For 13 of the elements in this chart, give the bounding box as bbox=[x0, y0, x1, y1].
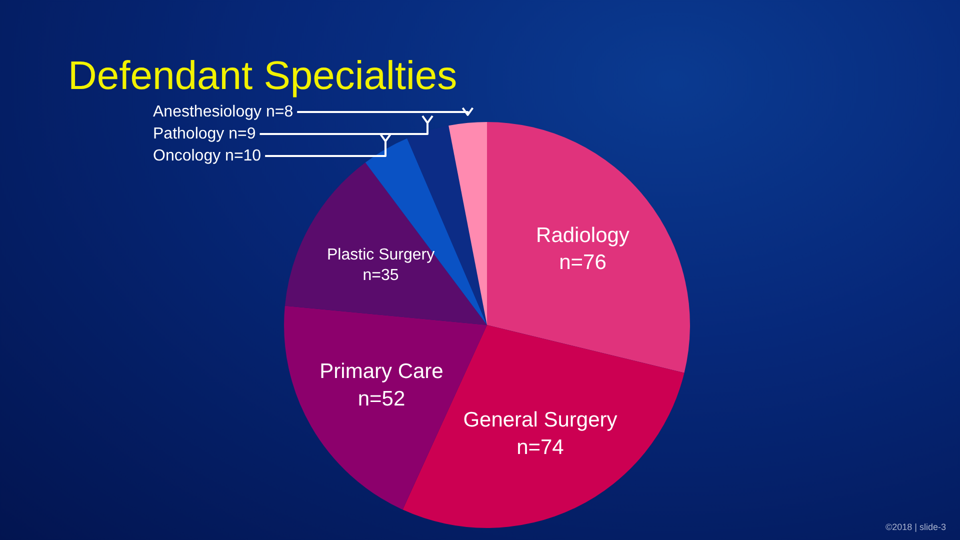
slice-label: Pathology n=9 bbox=[153, 125, 256, 142]
slice-label: Oncology n=10 bbox=[153, 147, 262, 164]
slice-label: Primary Care bbox=[320, 360, 444, 384]
data-label: n=52 bbox=[358, 387, 406, 410]
slice-label: Plastic Surgery bbox=[327, 246, 435, 264]
data-label: n=35 bbox=[362, 267, 399, 284]
chart-title: Defendant Specialties bbox=[68, 54, 458, 99]
slice-label: General Surgery bbox=[463, 408, 618, 432]
data-label: n=74 bbox=[516, 436, 564, 460]
data-label: n=76 bbox=[559, 251, 606, 274]
slice-label: Anesthesiology n=8 bbox=[153, 103, 294, 120]
text: ©2018 | slide-3 bbox=[885, 522, 946, 532]
slice-label: Radiology bbox=[536, 224, 630, 247]
